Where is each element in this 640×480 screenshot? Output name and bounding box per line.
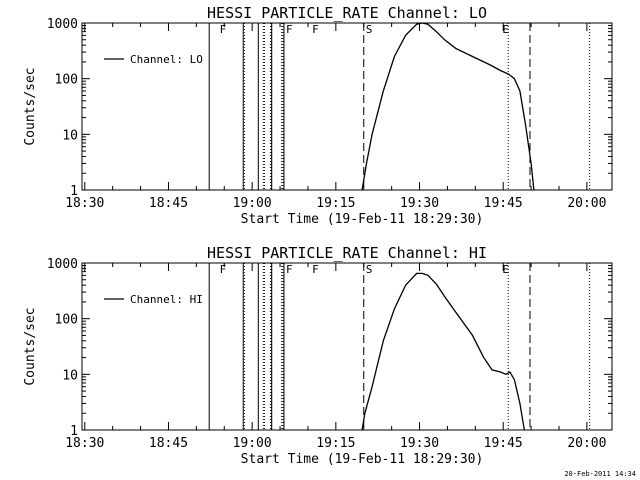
plot-frame: [81, 22, 613, 191]
x-tick-label: 19:45: [484, 436, 523, 451]
y-tick-label: 100: [55, 313, 78, 328]
y-axis-label: Counts/sec: [23, 307, 38, 385]
x-tick-label: 19:15: [316, 196, 355, 211]
x-tick-label: 19:15: [316, 436, 355, 451]
x-tick-label: 18:30: [65, 436, 104, 451]
chart-title: HESSI PARTICLE_RATE Channel: LO: [207, 4, 487, 22]
flag-label: F: [286, 263, 293, 276]
flag-label: F: [220, 263, 227, 276]
y-axis-label: Counts/sec: [23, 67, 38, 145]
panel-lo: HESSI PARTICLE_RATE Channel: LOF F F S E 18:3…: [23, 4, 613, 227]
flag-label: E: [502, 263, 509, 276]
legend-label: Channel: LO: [130, 53, 203, 66]
data-series-line: [361, 272, 526, 431]
x-tick-label: 19:30: [400, 196, 439, 211]
y-tick-label: 100: [55, 73, 78, 88]
plot-frame: [81, 262, 613, 431]
x-axis-label: Start Time (19-Feb-11 18:29:30): [241, 212, 484, 227]
y-tick-label: 10: [62, 128, 78, 143]
y-tick-label: 1: [70, 424, 78, 439]
flag-label: F: [312, 23, 319, 36]
flag-label: S: [366, 263, 373, 276]
flag-label: F: [312, 263, 319, 276]
flag-label: E: [502, 23, 509, 36]
x-axis-label: Start Time (19-Feb-11 18:29:30): [241, 452, 484, 467]
chart-title: HESSI PARTICLE_RATE Channel: HI: [207, 244, 487, 262]
data-series-line: [361, 22, 535, 191]
y-tick-label: 1: [70, 184, 78, 199]
footer-timestamp: 20-Feb-2011 14:34: [564, 470, 636, 478]
x-tick-label: 19:00: [233, 196, 272, 211]
y-tick-label: 1000: [47, 257, 78, 272]
legend-label: Channel: HI: [130, 293, 203, 306]
x-tick-label: 19:45: [484, 196, 523, 211]
x-tick-label: 19:00: [233, 436, 272, 451]
flag-label: F: [286, 23, 293, 36]
y-tick-label: 1000: [47, 17, 78, 32]
x-tick-label: 20:00: [567, 436, 606, 451]
x-tick-label: 20:00: [567, 196, 606, 211]
flag-label: S: [366, 23, 373, 36]
flag-label: F: [220, 23, 227, 36]
x-tick-label: 19:30: [400, 436, 439, 451]
y-tick-label: 10: [62, 368, 78, 383]
x-tick-label: 18:45: [149, 436, 188, 451]
panel-hi: HESSI PARTICLE_RATE Channel: HIF F F S E 18:3…: [23, 244, 613, 467]
x-tick-label: 18:45: [149, 196, 188, 211]
x-tick-label: 18:30: [65, 196, 104, 211]
